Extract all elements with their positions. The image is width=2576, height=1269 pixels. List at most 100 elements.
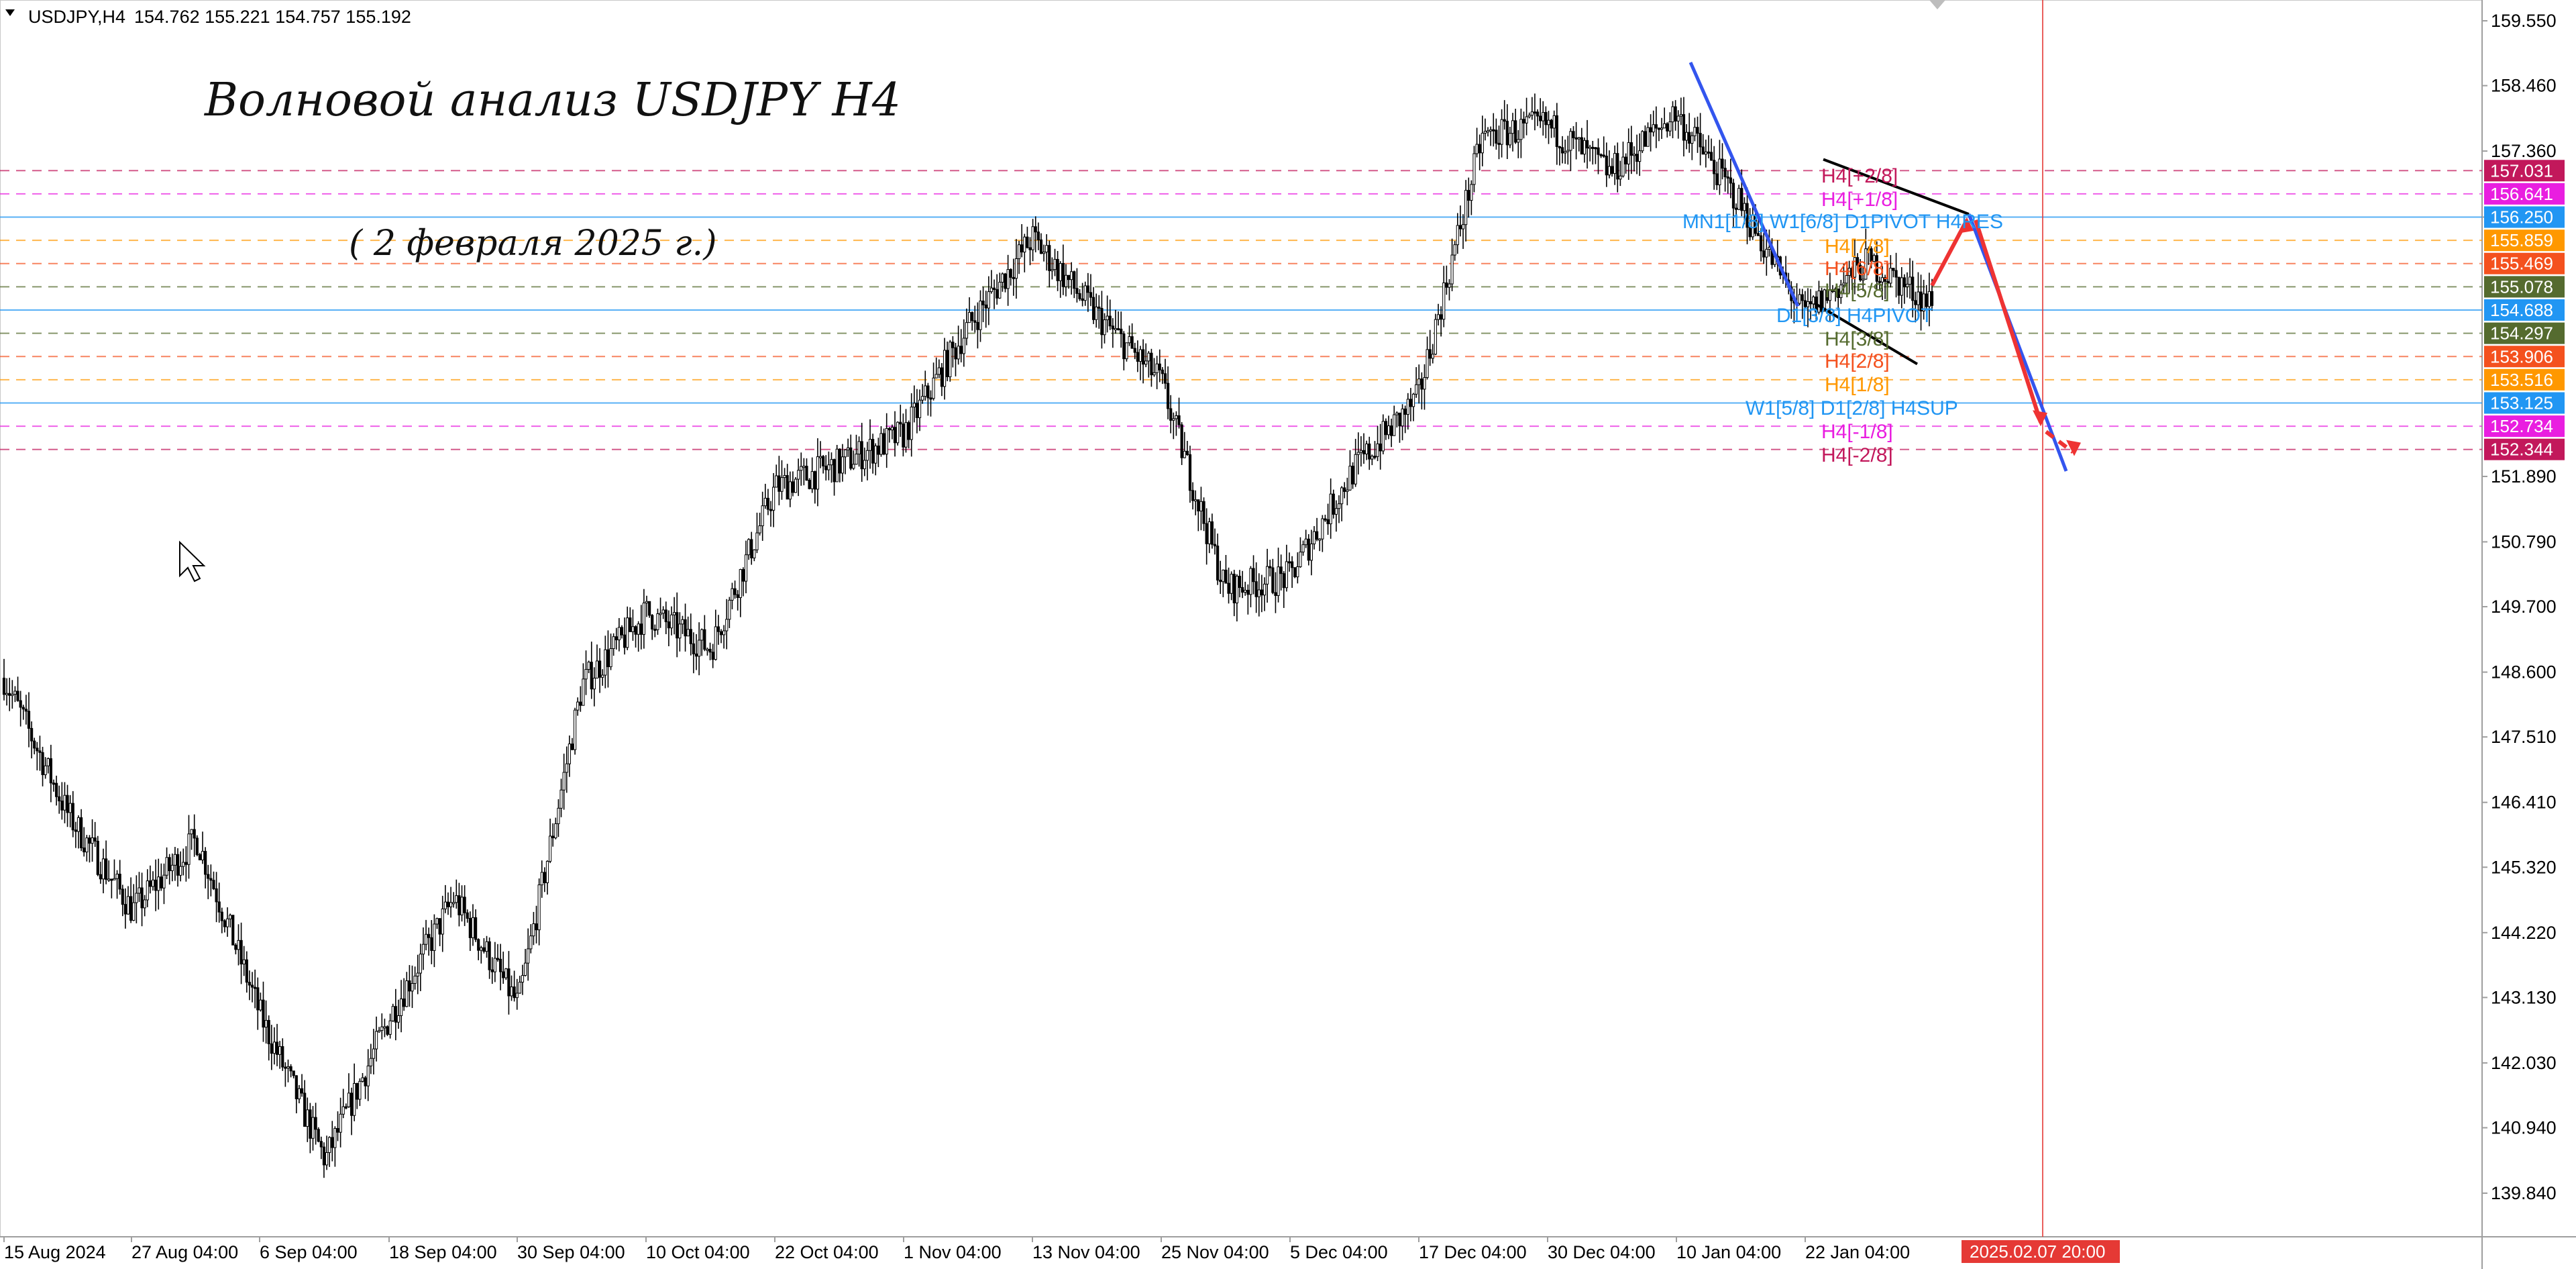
candle-body bbox=[1820, 290, 1823, 312]
candle-body bbox=[1875, 255, 1878, 282]
time-axis-label: 6 Sep 04:00 bbox=[260, 1242, 358, 1262]
candle-body bbox=[932, 377, 935, 399]
level-label: H4[-2/8] bbox=[1821, 444, 1893, 466]
candle-body bbox=[113, 878, 116, 880]
candle-body bbox=[797, 470, 800, 480]
candle-body bbox=[736, 594, 739, 599]
candle-body bbox=[1833, 288, 1837, 292]
candle-body bbox=[1241, 587, 1244, 593]
candle-body bbox=[805, 466, 808, 481]
candle-body bbox=[416, 972, 419, 977]
candle-body bbox=[899, 421, 902, 425]
candle-body bbox=[957, 346, 960, 360]
price-axis-label: 150.790 bbox=[2491, 531, 2557, 552]
candle-body bbox=[507, 968, 511, 997]
price-axis-label: 148.600 bbox=[2491, 662, 2557, 682]
time-axis: 15 Aug 2024 27 Aug 04:00 6 Sep 04:00 18 Sep… bbox=[3, 1237, 1910, 1262]
candle-body bbox=[16, 691, 19, 701]
candle-body bbox=[659, 613, 662, 615]
candle-body bbox=[372, 1048, 376, 1059]
candle-body bbox=[1478, 144, 1481, 154]
candle-body bbox=[146, 880, 149, 901]
candle-body bbox=[1034, 226, 1037, 233]
candle-body bbox=[278, 1046, 282, 1055]
candle-body bbox=[1837, 288, 1840, 299]
candle-body bbox=[1373, 456, 1377, 458]
candle-body bbox=[1269, 566, 1272, 568]
candle-body bbox=[1731, 183, 1735, 209]
price-tag bbox=[2484, 392, 2565, 414]
candle-body bbox=[967, 312, 971, 323]
candle-body bbox=[1133, 348, 1136, 353]
candle-body bbox=[1448, 283, 1451, 288]
candle-body bbox=[741, 569, 745, 582]
candle-body bbox=[1138, 349, 1142, 362]
candle-body bbox=[1252, 568, 1255, 582]
candle-body bbox=[1828, 289, 1831, 301]
candle-body bbox=[1213, 544, 1217, 547]
candle-body bbox=[1440, 314, 1443, 320]
symbol-label[interactable]: USDJPY,H4 bbox=[28, 7, 125, 27]
candle-body bbox=[808, 480, 811, 489]
candle-body bbox=[91, 837, 94, 844]
candle-body bbox=[165, 857, 168, 876]
candle-body bbox=[123, 904, 127, 915]
candle-body bbox=[902, 423, 905, 448]
candle-body bbox=[1166, 383, 1170, 409]
candle-body bbox=[1503, 119, 1506, 122]
candle-body bbox=[686, 629, 690, 637]
candle-body bbox=[1613, 153, 1617, 174]
candle-body bbox=[322, 1146, 326, 1166]
candle-body bbox=[286, 1066, 290, 1069]
candle-body bbox=[639, 623, 643, 635]
candle-body bbox=[1014, 258, 1018, 279]
candle-body bbox=[1699, 133, 1702, 148]
symbol-menu-icon[interactable] bbox=[5, 9, 15, 16]
candle-body bbox=[1051, 269, 1054, 272]
candle-body bbox=[1862, 278, 1865, 281]
price-axis-label: 157.360 bbox=[2491, 141, 2557, 161]
plot-area[interactable] bbox=[0, 0, 2483, 1237]
candle-body bbox=[496, 958, 500, 960]
trend-lines-layer bbox=[1688, 62, 2081, 472]
candle-body bbox=[1894, 270, 1898, 278]
candle-body bbox=[1489, 129, 1493, 132]
candle-body bbox=[391, 1006, 394, 1021]
candle-body bbox=[118, 874, 121, 890]
time-axis-label: 15 Aug 2024 bbox=[4, 1242, 106, 1262]
candle-body bbox=[708, 648, 712, 653]
candle-body bbox=[703, 629, 706, 650]
candle-body bbox=[1175, 415, 1178, 419]
price-axis: 159.550 158.460 157.360 156.250 151.890 150.7… bbox=[2482, 11, 2557, 1203]
candle-body bbox=[766, 497, 770, 510]
candle-body bbox=[1616, 153, 1619, 180]
candle-body bbox=[358, 1080, 362, 1100]
candle-body bbox=[1340, 487, 1344, 505]
candle-body bbox=[1619, 175, 1622, 180]
candle-body bbox=[49, 758, 52, 784]
level-label: D1[3/8] H4PIVOT bbox=[1776, 305, 1933, 327]
candle-body bbox=[1555, 115, 1558, 147]
candle-body bbox=[907, 422, 910, 440]
candle-body bbox=[380, 1026, 384, 1031]
time-axis-label: 5 Dec 04:00 bbox=[1290, 1242, 1388, 1262]
candle-body bbox=[716, 626, 720, 632]
candle-body bbox=[30, 727, 34, 742]
candle-body bbox=[962, 338, 965, 354]
candle-body bbox=[1589, 146, 1592, 149]
candle-body bbox=[364, 1077, 367, 1086]
candle-body bbox=[879, 433, 883, 455]
candle-body bbox=[1086, 285, 1089, 293]
candle-body bbox=[1230, 574, 1233, 594]
chart-shift-marker[interactable] bbox=[1929, 0, 1945, 9]
candle-body bbox=[1064, 274, 1068, 287]
candle-body bbox=[584, 669, 588, 680]
candle-body bbox=[254, 986, 257, 989]
candle-body bbox=[783, 475, 786, 478]
candle-body bbox=[369, 1058, 372, 1066]
candle-body bbox=[129, 896, 133, 921]
candle-body bbox=[207, 874, 210, 879]
candle-body bbox=[513, 986, 516, 999]
